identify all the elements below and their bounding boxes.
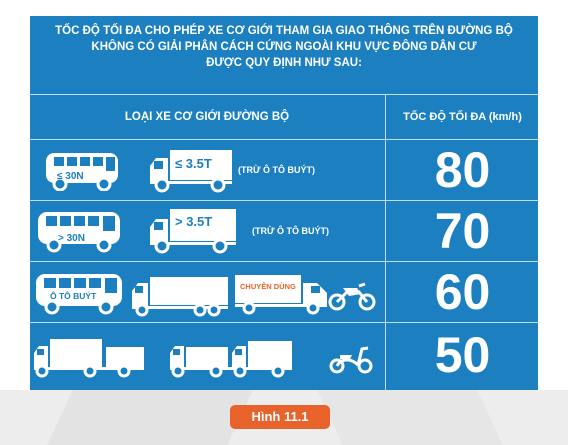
speed-row-80: ≤ 30N ≤ 3.5T (TRỪ Ô TÔ BUÝT) 80 (30, 139, 538, 200)
header-line-1: TỐC ĐỘ TỐI ĐA CHO PHÉP XE CƠ GIỚI THAM G… (55, 25, 513, 37)
header-line-2: KHÔNG CÓ GIẢI PHÂN CÁCH CỨNG NGOÀI KHU V… (91, 41, 477, 53)
truck-icon (150, 209, 236, 254)
special-vehicle-label: CHUYÊN DÙNG (240, 282, 296, 291)
panel-header: TỐC ĐỘ TỐI ĐA CHO PHÉP XE CƠ GIỚI THAM G… (30, 16, 538, 94)
truck-label: > 3.5T (175, 214, 213, 229)
row-vehicles: ≤ 30N ≤ 3.5T (TRỪ Ô TÔ BUÝT) (30, 140, 384, 200)
trailer-truck-icon (132, 277, 228, 317)
scooter-icon (329, 346, 373, 374)
trailer-truck-icon (34, 339, 144, 378)
speed-row-60: Ô TÔ BUÝT CHUYÊN DÙNG (30, 261, 538, 322)
speed-limit-panel: TỐC ĐỘ TỐI ĐA CHO PHÉP XE CƠ GIỚI THAM G… (30, 16, 538, 391)
max-speed-header: TỐC ĐỘ TỐI ĐA (km/h) (385, 95, 539, 140)
figure-caption: Hình 11.1 (230, 405, 330, 429)
dirt-bike-icon (328, 282, 376, 311)
special-truck-icon (235, 275, 327, 315)
header-line-3: ĐƯỢC QUY ĐỊNH NHƯ SAU: (206, 57, 362, 69)
speed-value: 50 (385, 323, 539, 391)
bus-icon (36, 274, 122, 315)
column-headers: LOẠI XE CƠ GIỚI ĐƯỜNG BỘ TỐC ĐỘ TỐI ĐA (… (30, 94, 538, 140)
speed-value: 80 (385, 140, 539, 200)
row-note: (TRỪ Ô TÔ BUÝT) (238, 165, 315, 175)
trailer-truck-icon (170, 341, 292, 378)
row-vehicles (30, 323, 384, 383)
bus-icon (46, 153, 118, 191)
speed-value: 70 (385, 201, 539, 261)
truck-label: ≤ 3.5T (175, 156, 212, 171)
speed-row-50: 50 (30, 322, 538, 391)
bus-label: ≤ 30N (57, 171, 84, 182)
truck-icon (150, 150, 232, 193)
vehicle-type-header: LOẠI XE CƠ GIỚI ĐƯỜNG BỘ (124, 111, 290, 123)
bus-icon (38, 212, 120, 253)
row-vehicles: Ô TÔ BUÝT CHUYÊN DÙNG (30, 262, 384, 322)
bus-label: Ô TÔ BUÝT (50, 291, 97, 301)
row-note: (TRỪ Ô TÔ BUÝT) (252, 226, 329, 236)
row-vehicles: > 30N > 3.5T (TRỪ Ô TÔ BUÝT) (30, 201, 384, 261)
speed-row-70: > 30N > 3.5T (TRỪ Ô TÔ BUÝT) 70 (30, 200, 538, 261)
bus-label: > 30N (58, 233, 85, 244)
speed-value: 60 (385, 262, 539, 322)
